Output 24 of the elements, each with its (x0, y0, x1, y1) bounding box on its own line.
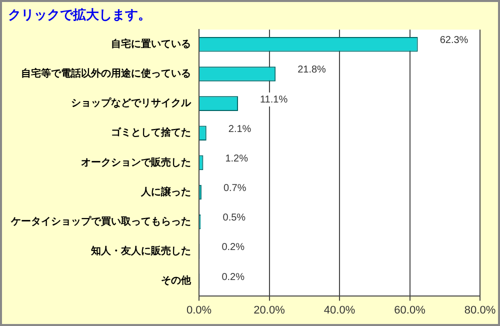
x-tick-label: 40.0% (324, 304, 356, 316)
y-tick-label: 自宅等で電話以外の用途に使っている (21, 68, 191, 80)
y-tick-label: 自宅に置いている (111, 38, 191, 50)
data-label: 1.2% (225, 153, 248, 164)
data-label: 0.2% (222, 242, 245, 254)
y-tick-label: 人に譲った (140, 186, 191, 198)
y-tick-label: 知人・友人に販売した (90, 245, 191, 258)
data-label: 2.1% (228, 124, 252, 135)
x-tick-label: 80.0% (464, 304, 496, 316)
data-label: 0.2% (222, 272, 245, 283)
data-label: 11.1% (260, 94, 288, 106)
data-label: 21.8% (298, 64, 326, 76)
y-tick-label: ショップなどでリサイクル (71, 97, 192, 110)
x-tick-label: 20.0% (254, 304, 286, 316)
x-tick-label: 0.0% (186, 304, 212, 316)
y-tick-label: オークションで販売した (81, 156, 191, 168)
data-label: 0.7% (223, 183, 246, 194)
x-tick-label: 60.0% (394, 304, 426, 316)
y-tick-label: ケータイショップで買い取ってもらった (10, 215, 191, 228)
text: クリックで拡大します。 (8, 7, 151, 24)
y-tick-label: ゴミとして捨てた (111, 126, 191, 139)
data-label: 62.3% (440, 35, 468, 46)
data-label: 0.5% (222, 212, 246, 224)
y-tick-label: その他 (161, 274, 192, 287)
